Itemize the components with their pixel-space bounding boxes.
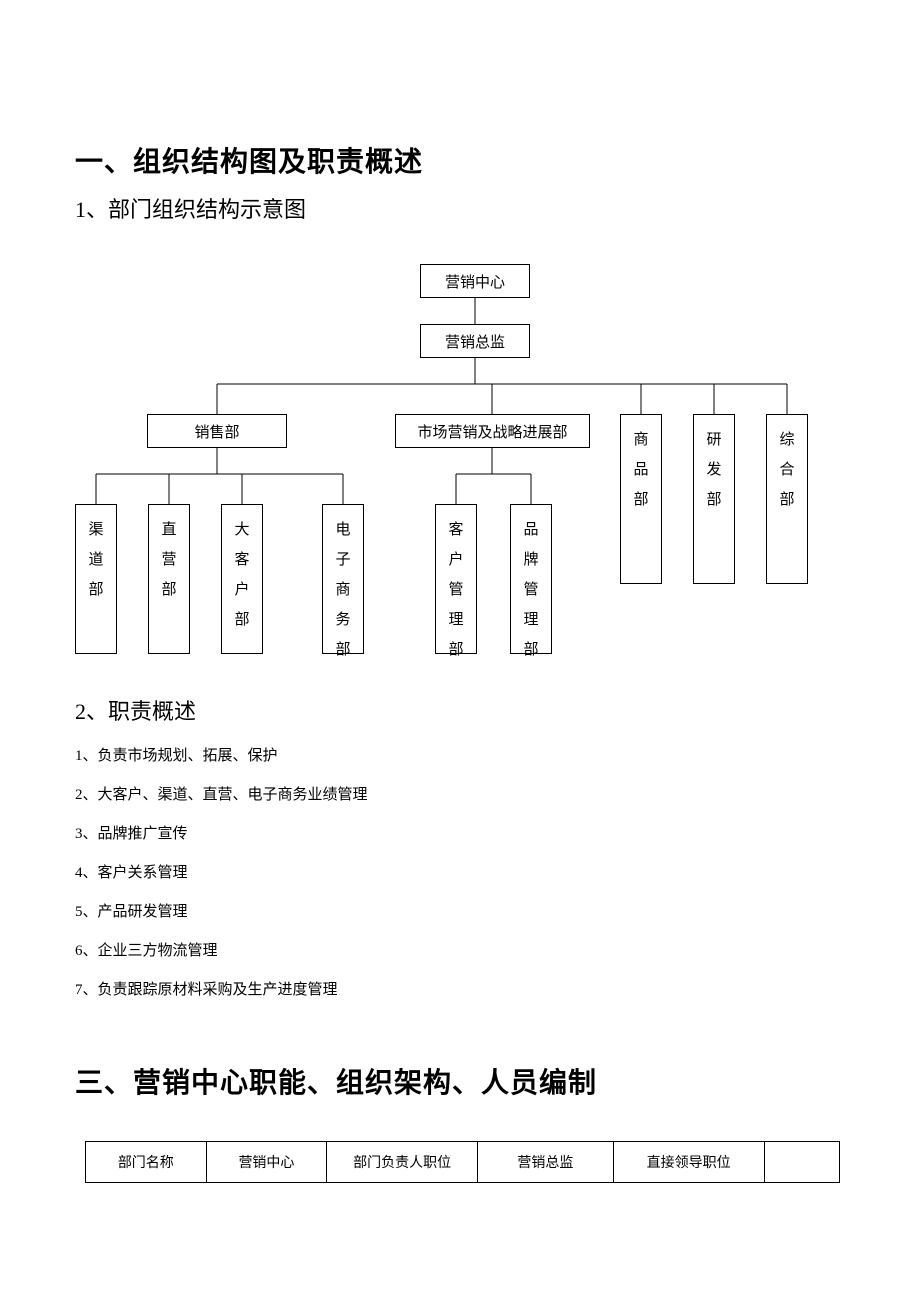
cell-head-title-value: 营销总监 (478, 1142, 614, 1183)
org-leaf-label: 渠道部 (80, 515, 112, 605)
cell-dept-name-value: 营销中心 (206, 1142, 327, 1183)
org-node-mkt-customer: 客户管理部 (435, 504, 477, 654)
org-chart: 营销中心 营销总监 销售部 市场营销及战略进展部 商品部 研发部 综合部 渠道部… (75, 264, 845, 664)
cell-head-title-label: 部门负责人职位 (327, 1142, 478, 1183)
org-node-general: 综合部 (766, 414, 808, 584)
cell-dept-name-label: 部门名称 (86, 1142, 207, 1183)
duty-item: 4、客户关系管理 (75, 863, 845, 884)
org-node-sales-key: 大客户部 (221, 504, 263, 654)
org-node-goods: 商品部 (620, 414, 662, 584)
org-node-goods-label: 商品部 (625, 425, 657, 515)
duty-item: 5、产品研发管理 (75, 902, 845, 923)
org-node-sales-direct: 直营部 (148, 504, 190, 654)
org-node-rd: 研发部 (693, 414, 735, 584)
section1-title: 一、组织结构图及职责概述 (75, 140, 845, 180)
org-node-sales-channel: 渠道部 (75, 504, 117, 654)
duty-item: 6、企业三方物流管理 (75, 941, 845, 962)
org-leaf-label: 客户管理部 (440, 515, 472, 665)
org-leaf-label: 品牌管理部 (515, 515, 547, 665)
section3-title: 三、营销中心职能、组织架构、人员编制 (75, 1061, 845, 1101)
duty-item: 1、负责市场规划、拓展、保护 (75, 746, 845, 767)
org-leaf-label: 电子商务部 (327, 515, 359, 665)
org-node-sales: 销售部 (147, 414, 287, 448)
duty-item: 2、大客户、渠道、直营、电子商务业绩管理 (75, 785, 845, 806)
org-node-rd-label: 研发部 (698, 425, 730, 515)
duty-item: 3、品牌推广宣传 (75, 824, 845, 845)
table-row: 部门名称 营销中心 部门负责人职位 营销总监 直接领导职位 (86, 1142, 840, 1183)
org-node-marketing: 市场营销及战略进展部 (395, 414, 590, 448)
cell-leader-title-value (764, 1142, 839, 1183)
section1-sub1: 1、部门组织结构示意图 (75, 192, 845, 224)
duties-list: 1、负责市场规划、拓展、保护 2、大客户、渠道、直营、电子商务业绩管理 3、品牌… (75, 746, 845, 1001)
org-node-mkt-brand: 品牌管理部 (510, 504, 552, 654)
org-node-sales-ecom: 电子商务部 (322, 504, 364, 654)
org-node-director: 营销总监 (420, 324, 530, 358)
org-node-root: 营销中心 (420, 264, 530, 298)
org-leaf-label: 直营部 (153, 515, 185, 605)
org-node-general-label: 综合部 (771, 425, 803, 515)
section1-sub2: 2、职责概述 (75, 694, 845, 726)
staffing-table: 部门名称 营销中心 部门负责人职位 营销总监 直接领导职位 (85, 1141, 840, 1183)
cell-leader-title-label: 直接领导职位 (613, 1142, 764, 1183)
org-leaf-label: 大客户部 (226, 515, 258, 635)
duty-item: 7、负责跟踪原材料采购及生产进度管理 (75, 980, 845, 1001)
